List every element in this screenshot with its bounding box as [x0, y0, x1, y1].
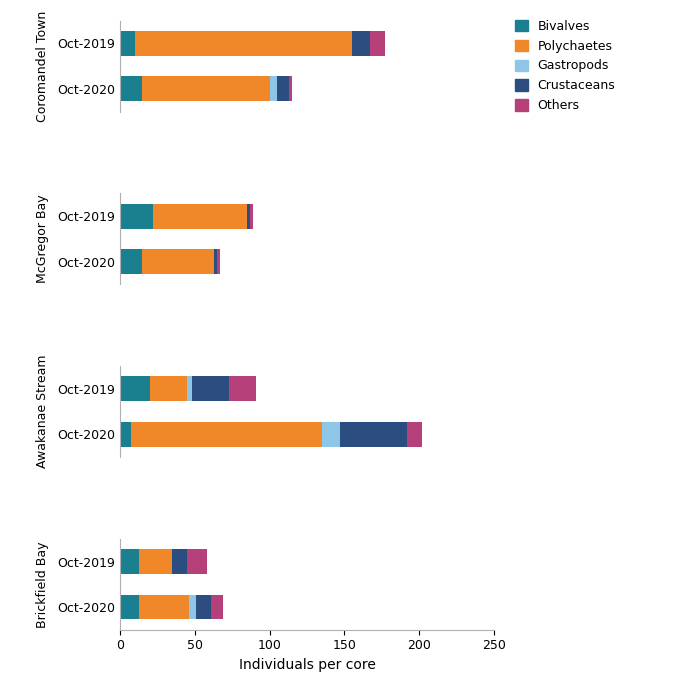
- Bar: [370, 31, 385, 56]
- Bar: [130, 422, 322, 447]
- Bar: [120, 31, 135, 56]
- Bar: [120, 594, 139, 619]
- Bar: [120, 203, 153, 228]
- Bar: [120, 249, 143, 274]
- Bar: [172, 549, 187, 574]
- Bar: [143, 76, 270, 102]
- Bar: [153, 203, 247, 228]
- Bar: [120, 422, 130, 447]
- Bar: [143, 249, 214, 274]
- Bar: [407, 422, 422, 447]
- Bar: [277, 76, 289, 102]
- Bar: [352, 31, 370, 56]
- Bar: [135, 31, 352, 56]
- Bar: [150, 376, 187, 401]
- Bar: [340, 422, 407, 447]
- Bar: [189, 594, 196, 619]
- Bar: [250, 203, 253, 228]
- Bar: [211, 594, 223, 619]
- Bar: [196, 594, 211, 619]
- Bar: [120, 76, 143, 102]
- Y-axis label: Coromandel Town: Coromandel Town: [36, 10, 49, 122]
- Bar: [120, 549, 139, 574]
- Bar: [187, 549, 206, 574]
- Bar: [217, 249, 220, 274]
- Bar: [139, 549, 172, 574]
- Bar: [192, 376, 229, 401]
- Bar: [270, 76, 277, 102]
- Bar: [120, 376, 150, 401]
- Bar: [322, 422, 340, 447]
- Bar: [229, 376, 256, 401]
- Bar: [289, 76, 292, 102]
- Y-axis label: Awakanae Stream: Awakanae Stream: [36, 355, 49, 468]
- X-axis label: Individuals per core: Individuals per core: [239, 658, 375, 672]
- Y-axis label: Brickfield Bay: Brickfield Bay: [36, 541, 49, 628]
- Legend: Bivalves, Polychaetes, Gastropods, Crustaceans, Others: Bivalves, Polychaetes, Gastropods, Crust…: [515, 20, 615, 112]
- Bar: [214, 249, 217, 274]
- Bar: [187, 376, 192, 401]
- Bar: [247, 203, 250, 228]
- Y-axis label: McGregor Bay: McGregor Bay: [36, 194, 49, 283]
- Bar: [139, 594, 189, 619]
